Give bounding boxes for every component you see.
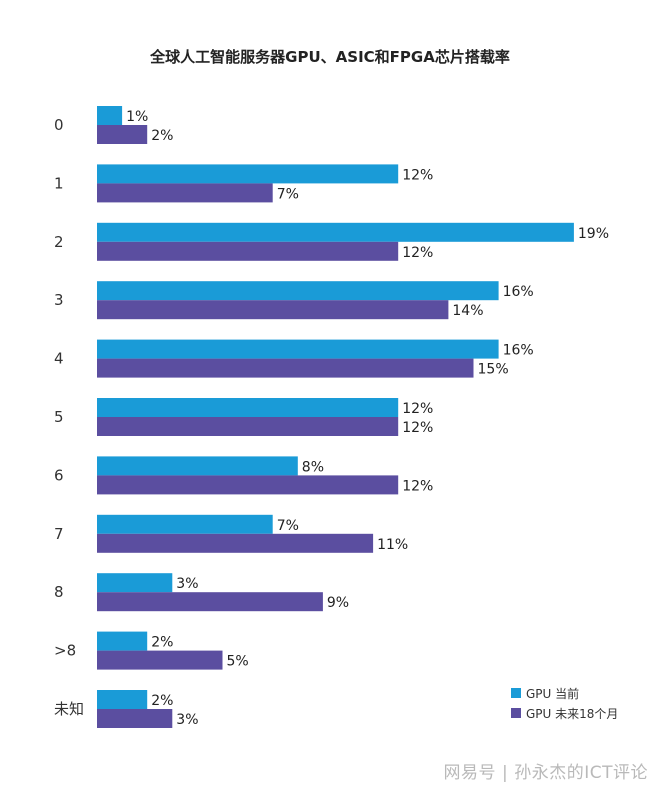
bar-current xyxy=(97,690,148,709)
watermark-separator: | xyxy=(501,763,509,783)
legend-label: GPU 当前 xyxy=(526,686,579,701)
data-label: 11% xyxy=(377,537,408,553)
bar-future xyxy=(97,417,399,436)
category-label: 0 xyxy=(54,116,64,134)
category-label: 1 xyxy=(54,174,64,192)
legend-swatch xyxy=(511,708,521,718)
bar-current xyxy=(97,573,173,593)
data-label: 12% xyxy=(402,401,433,417)
category-label: 未知 xyxy=(54,700,84,718)
data-label: 9% xyxy=(327,595,349,611)
watermark: 网易号 | 孙永杰的ICT评论 xyxy=(443,758,648,783)
bar-current xyxy=(97,281,499,301)
data-label: 12% xyxy=(402,420,433,436)
data-label: 2% xyxy=(151,693,173,709)
data-label: 16% xyxy=(503,343,534,359)
bar-future xyxy=(97,533,374,553)
watermark-author: 孙永杰的ICT评论 xyxy=(514,763,648,783)
bar-current xyxy=(97,456,298,476)
bar-future xyxy=(97,183,273,203)
bar-future xyxy=(97,125,148,144)
data-label: 3% xyxy=(176,712,198,728)
bar-future xyxy=(97,241,399,261)
watermark-source: 网易号 xyxy=(443,763,496,783)
legend: GPU 当前 GPU 未来18个月 xyxy=(511,686,618,721)
data-label: 1% xyxy=(126,109,148,125)
data-label: 7% xyxy=(277,518,299,534)
data-label: 12% xyxy=(402,245,433,261)
bar-future xyxy=(97,650,223,670)
data-label: 16% xyxy=(503,284,534,300)
legend-swatch xyxy=(511,688,521,698)
bar-current xyxy=(97,106,123,125)
category-label: 6 xyxy=(54,466,64,484)
data-label: 8% xyxy=(302,459,324,475)
category-label: 3 xyxy=(54,291,64,309)
data-label: 3% xyxy=(176,576,198,592)
data-label: 7% xyxy=(277,186,299,202)
bar-future xyxy=(97,475,399,495)
category-label: 7 xyxy=(54,525,64,543)
data-label: 2% xyxy=(151,635,173,651)
data-label: 14% xyxy=(452,303,483,319)
legend-label: GPU 未来18个月 xyxy=(526,707,618,721)
category-label: 8 xyxy=(54,583,64,601)
plot-area: 0 1%2%1 12%7%2 19%12%3 16%14%4 16%15%5 12%12%6… xyxy=(54,106,609,728)
data-label: 19% xyxy=(578,226,609,242)
category-label: 4 xyxy=(54,350,64,368)
bar-current xyxy=(97,222,574,242)
chart-title: 全球人工智能服务器GPU、ASIC和FPGA芯片搭载率 xyxy=(149,48,510,66)
data-label: 5% xyxy=(227,654,249,670)
bar-current xyxy=(97,631,148,651)
bar-current xyxy=(97,398,399,417)
bar-current xyxy=(97,339,499,359)
bar-future xyxy=(97,592,323,612)
bar-current xyxy=(97,164,399,184)
data-label: 12% xyxy=(402,167,433,183)
bar-future xyxy=(97,358,474,378)
category-label: 5 xyxy=(54,408,64,426)
data-label: 12% xyxy=(402,478,433,494)
bar-future xyxy=(97,709,173,728)
category-label: 2 xyxy=(54,233,64,251)
category-label: >8 xyxy=(54,642,76,660)
data-label: 2% xyxy=(151,128,173,144)
bar-future xyxy=(97,300,449,320)
data-label: 15% xyxy=(478,362,509,378)
bar-current xyxy=(97,514,273,534)
